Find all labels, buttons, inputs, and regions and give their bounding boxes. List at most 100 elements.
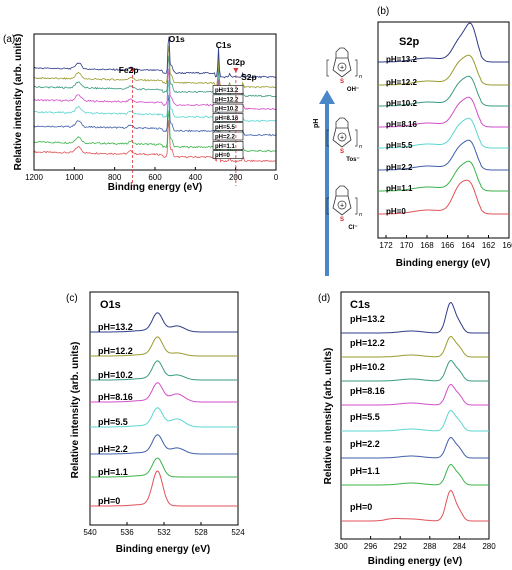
svg-text:Relative intensity (arb. units: Relative intensity (arb. units) bbox=[323, 348, 334, 485]
pedot-unit: + Sn Cl⁻ bbox=[326, 185, 362, 231]
panel-a-peak-annotations: Fe2p O1s C1s Cl2p S2p bbox=[119, 34, 257, 186]
series-label: pH=13.2 bbox=[386, 55, 417, 64]
legend-label: pH=5.5 bbox=[215, 125, 236, 131]
peak-label: C1s bbox=[216, 40, 232, 50]
series-line-pH=2.2 bbox=[378, 139, 509, 171]
panel-a-xtick-label: 800 bbox=[108, 173, 122, 182]
panel-d-c1s: (d) C1s Relative intensity (arb. units) … bbox=[318, 291, 496, 567]
series-label: pH=1.1 bbox=[98, 467, 128, 477]
peak-label: Fe2p bbox=[119, 65, 139, 75]
panel-b-xtick-label: 168 bbox=[420, 241, 434, 250]
series-line-pH=1.1 bbox=[378, 160, 509, 192]
panel-d-xtick-label: 288 bbox=[423, 542, 437, 551]
series-label: pH=13.2 bbox=[98, 322, 133, 332]
panel-d-xlabel: Binding energy (eV) bbox=[368, 556, 462, 567]
series-line-pH=10.2 bbox=[90, 360, 238, 381]
series-line-pH=8.16 bbox=[90, 382, 238, 403]
series-line-pH=10.2 bbox=[341, 359, 489, 382]
series-label: pH=0 bbox=[350, 502, 372, 512]
panel-d-x-ticks: 300 296 292 288 284 280 bbox=[334, 536, 496, 551]
legend-label: pH=1.1 bbox=[215, 144, 236, 150]
counter-ion: Tos⁻ bbox=[346, 157, 359, 163]
series-line-pH=13.2 bbox=[341, 302, 489, 334]
ph-arrow-shaft bbox=[325, 104, 329, 276]
ph-arrow-head bbox=[319, 90, 335, 104]
legend-label: pH=0 bbox=[215, 153, 231, 159]
series-line-pH=12.2 bbox=[378, 54, 509, 86]
series-line-pH=5.5 bbox=[378, 117, 509, 149]
series-line-pH=2.2 bbox=[90, 434, 238, 455]
series-line-pH=0 bbox=[341, 490, 489, 522]
panel-b-xtick-label: 164 bbox=[461, 241, 475, 250]
panel-a-x-ticks: 120010008006004002000 bbox=[25, 167, 279, 182]
panel-c-xtick-label: 524 bbox=[231, 528, 245, 537]
panel-c-label: (c) bbox=[66, 293, 78, 304]
series-line-pH=0 bbox=[378, 179, 509, 215]
series-line-pH=13.2 bbox=[90, 312, 238, 333]
sulfur-atom: S bbox=[340, 79, 344, 85]
svg-text:Relative intensity (arb. units: Relative intensity (arb. units) bbox=[13, 34, 24, 171]
series-label: pH=2.2 bbox=[386, 163, 413, 172]
peak-arrow bbox=[233, 68, 239, 73]
panel-c-o1s: (c) O1s Relative intensity (arb. units) … bbox=[66, 291, 245, 555]
legend-item bbox=[212, 85, 244, 94]
svg-text:Relative intensity (arb. units: Relative intensity (arb. units) bbox=[70, 342, 81, 479]
panel-d-ylabel: Relative intensity (arb. units) bbox=[323, 348, 334, 485]
legend-item bbox=[212, 131, 244, 141]
panel-d-xtick-label: 284 bbox=[453, 542, 467, 551]
series-label: pH=10.2 bbox=[386, 99, 417, 108]
series-label: pH=10.2 bbox=[350, 362, 385, 372]
panel-a-xtick-label: 1000 bbox=[65, 173, 83, 182]
series-line-pH=5.5 bbox=[90, 407, 238, 428]
series-label: pH=8.16 bbox=[386, 120, 417, 129]
panel-c-ylabel: Relative intensity (arb. units) bbox=[70, 342, 81, 479]
series-label: pH=5.5 bbox=[350, 412, 380, 422]
panel-b-xtick-label: 166 bbox=[441, 241, 455, 250]
series-label: pH=0 bbox=[386, 207, 406, 216]
panel-b-xtick-label: 160 bbox=[502, 241, 512, 250]
panel-b-x-ticks: 172 170 168 166 164 162 160 bbox=[379, 235, 512, 250]
series-line-pH=0 bbox=[90, 470, 238, 507]
panel-d-xtick-label: 296 bbox=[364, 542, 378, 551]
panel-d-plot: pH=0 pH=1.1 pH=2.2 pH=5.5 pH=8.16 pH=10.2 pH=1… bbox=[341, 302, 489, 522]
peak-label: S2p bbox=[241, 72, 257, 82]
pedot-unit: + Sn OH⁻ bbox=[326, 47, 362, 93]
panel-d-frame bbox=[340, 291, 490, 540]
legend-item bbox=[212, 94, 244, 104]
panel-c-x-ticks: 540 536 532 528 524 bbox=[83, 522, 245, 537]
series-label: pH=2.2 bbox=[350, 439, 380, 449]
panel-a-xtick-label: 600 bbox=[148, 173, 162, 182]
counter-ion: OH⁻ bbox=[347, 87, 359, 93]
panel-a-survey: (a) Relative intensity (arb. units) 1200… bbox=[3, 33, 279, 193]
legend-item bbox=[212, 150, 244, 159]
panel-d-label: (d) bbox=[318, 293, 330, 304]
series-line-pH=2.2 bbox=[341, 436, 489, 459]
series-label: pH=2.2 bbox=[98, 444, 128, 454]
ph-schematic: pH + Sn OH⁻ + Sn Tos⁻ + Sn Cl⁻ bbox=[313, 47, 362, 276]
panel-a-xtick-label: 0 bbox=[274, 173, 279, 182]
panel-b-xtick-label: 170 bbox=[400, 241, 414, 250]
panel-c-xtick-label: 532 bbox=[157, 528, 171, 537]
series-label: pH=10.2 bbox=[98, 370, 133, 380]
peak-label: Cl2p bbox=[227, 57, 245, 67]
series-label: pH=0 bbox=[98, 496, 120, 506]
series-label: pH=12.2 bbox=[386, 78, 417, 87]
panel-b-title: S2p bbox=[399, 36, 419, 48]
panel-a-legend: pH=13.2 pH=12.2 pH=10.2 pH=8.16 pH=5.5 pH=2.2… bbox=[212, 85, 244, 159]
legend-label: pH=12.2 bbox=[215, 97, 239, 103]
counter-ion: Cl⁻ bbox=[348, 225, 357, 231]
panel-b-s2p: (b) S2p pH=0pH=1.1pH=2.2pH=5.5pH=8.16pH=… bbox=[377, 6, 512, 269]
series-label: pH=13.2 bbox=[350, 314, 385, 324]
panel-d-xtick-label: 280 bbox=[482, 542, 496, 551]
panel-a-label: (a) bbox=[3, 34, 15, 45]
panel-c-xtick-label: 528 bbox=[194, 528, 208, 537]
legend-label: pH=8.16 bbox=[215, 116, 239, 122]
series-label: pH=5.5 bbox=[386, 141, 413, 150]
series-line-pH=12.2 bbox=[341, 335, 489, 358]
legend-item bbox=[212, 141, 244, 150]
panel-b-plot: pH=0 pH=1.1 pH=2.2 pH=5.5 pH=8.16 pH=10.2 pH=1… bbox=[378, 22, 509, 216]
panel-d-title: C1s bbox=[350, 299, 370, 311]
charge-symbol: + bbox=[340, 134, 344, 141]
legend-label: pH=10.2 bbox=[215, 107, 239, 113]
